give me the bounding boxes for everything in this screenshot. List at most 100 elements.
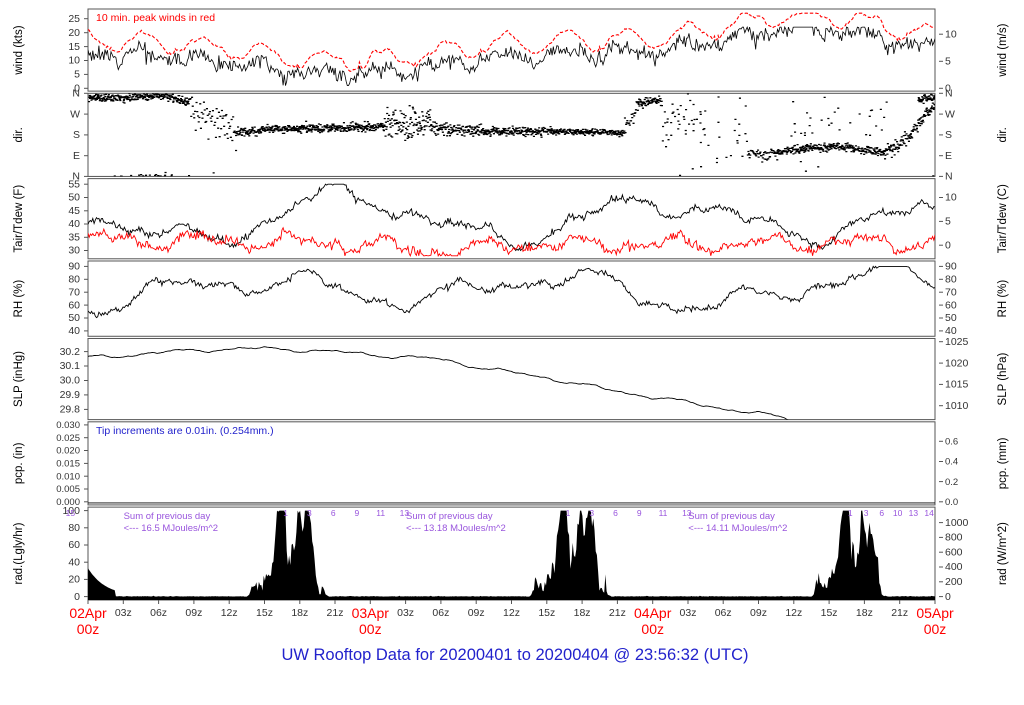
svg-text:00z: 00z bbox=[641, 621, 664, 637]
svg-text:11: 11 bbox=[376, 508, 385, 518]
svg-text:SLP (hPa): SLP (hPa) bbox=[997, 352, 1009, 405]
svg-text:S: S bbox=[945, 129, 952, 141]
svg-text:1015: 1015 bbox=[945, 379, 969, 391]
svg-text:<--- 16.5 MJoules/m^2: <--- 16.5 MJoules/m^2 bbox=[124, 523, 218, 534]
svg-text:1: 1 bbox=[848, 508, 853, 518]
svg-text:10: 10 bbox=[893, 508, 903, 518]
svg-text:80: 80 bbox=[945, 274, 957, 286]
svg-text:N: N bbox=[945, 88, 953, 100]
svg-text:09z: 09z bbox=[185, 607, 202, 619]
svg-text:30.0: 30.0 bbox=[60, 375, 81, 387]
svg-text:UW Rooftop Data for 20200401: UW Rooftop Data for 20200401 to 20200404… bbox=[281, 646, 748, 664]
svg-text:00z: 00z bbox=[77, 621, 100, 637]
svg-text:W: W bbox=[945, 108, 955, 120]
svg-text:00z: 00z bbox=[359, 621, 382, 637]
svg-text:pcp. (in): pcp. (in) bbox=[13, 442, 25, 484]
svg-text:1020: 1020 bbox=[945, 357, 969, 369]
svg-text:Sum of previous day: Sum of previous day bbox=[688, 511, 775, 522]
svg-text:21z: 21z bbox=[609, 607, 626, 619]
svg-text:Sum of previous day: Sum of previous day bbox=[406, 511, 493, 522]
svg-text:0.2: 0.2 bbox=[945, 477, 958, 488]
svg-text:60: 60 bbox=[68, 539, 80, 551]
svg-text:40: 40 bbox=[68, 218, 80, 230]
svg-text:0.015: 0.015 bbox=[56, 459, 80, 470]
svg-text:30.2: 30.2 bbox=[60, 346, 81, 358]
svg-text:Tair/Tdew (F): Tair/Tdew (F) bbox=[13, 185, 25, 253]
svg-text:3: 3 bbox=[589, 508, 594, 518]
svg-text:15z: 15z bbox=[256, 607, 273, 619]
svg-text:SLP (inHg): SLP (inHg) bbox=[13, 351, 25, 407]
svg-text:12z: 12z bbox=[503, 607, 520, 619]
svg-text:15: 15 bbox=[68, 41, 80, 53]
svg-text:20: 20 bbox=[68, 574, 80, 586]
svg-text:rad.(Lgly/hr): rad.(Lgly/hr) bbox=[13, 522, 25, 584]
svg-text:rad (W/m^2): rad (W/m^2) bbox=[997, 522, 1009, 585]
svg-text:90: 90 bbox=[945, 261, 957, 273]
svg-text:N: N bbox=[945, 171, 953, 183]
svg-text:21z: 21z bbox=[891, 607, 908, 619]
svg-text:<--- 14.11 MJoules/m^2: <--- 14.11 MJoules/m^2 bbox=[688, 523, 787, 534]
svg-text:Sum of previous day: Sum of previous day bbox=[124, 511, 211, 522]
svg-text:03z: 03z bbox=[680, 607, 697, 619]
svg-text:60: 60 bbox=[68, 299, 80, 311]
svg-text:80: 80 bbox=[68, 274, 80, 286]
svg-text:03z: 03z bbox=[115, 607, 132, 619]
svg-text:dir.: dir. bbox=[13, 127, 25, 142]
svg-text:40: 40 bbox=[68, 325, 80, 337]
svg-text:5: 5 bbox=[945, 216, 951, 228]
svg-text:S: S bbox=[73, 129, 80, 141]
svg-text:9: 9 bbox=[355, 508, 360, 518]
svg-text:0.030: 0.030 bbox=[56, 420, 80, 431]
svg-text:1000: 1000 bbox=[945, 517, 969, 529]
svg-text:W: W bbox=[70, 108, 80, 120]
svg-text:12z: 12z bbox=[221, 607, 238, 619]
svg-text:20: 20 bbox=[68, 27, 80, 39]
svg-text:80: 80 bbox=[68, 522, 80, 534]
svg-text:5: 5 bbox=[74, 69, 80, 81]
svg-text:0: 0 bbox=[945, 239, 951, 251]
svg-text:0.020: 0.020 bbox=[56, 446, 80, 457]
svg-text:15: 15 bbox=[66, 508, 76, 518]
svg-text:03Apr: 03Apr bbox=[352, 605, 390, 621]
svg-text:<--- 13.18 MJoules/m^2: <--- 13.18 MJoules/m^2 bbox=[406, 523, 506, 534]
svg-text:15z: 15z bbox=[821, 607, 838, 619]
svg-text:E: E bbox=[945, 150, 952, 162]
svg-text:0.4: 0.4 bbox=[945, 457, 958, 468]
svg-text:06z: 06z bbox=[432, 607, 449, 619]
svg-text:30.1: 30.1 bbox=[60, 360, 81, 372]
svg-text:18z: 18z bbox=[574, 607, 591, 619]
svg-text:30: 30 bbox=[68, 245, 80, 257]
svg-text:15z: 15z bbox=[538, 607, 555, 619]
svg-text:55: 55 bbox=[68, 178, 80, 190]
svg-text:RH (%): RH (%) bbox=[13, 280, 25, 318]
svg-text:0.6: 0.6 bbox=[945, 437, 958, 448]
svg-text:1: 1 bbox=[283, 508, 288, 518]
svg-text:09z: 09z bbox=[468, 607, 485, 619]
svg-text:0.0: 0.0 bbox=[945, 497, 958, 508]
svg-text:pcp. (mm): pcp. (mm) bbox=[997, 437, 1009, 489]
svg-text:25: 25 bbox=[68, 13, 80, 25]
svg-text:3: 3 bbox=[307, 508, 312, 518]
svg-text:10: 10 bbox=[945, 28, 957, 40]
svg-text:6: 6 bbox=[613, 508, 618, 518]
svg-text:35: 35 bbox=[68, 232, 80, 244]
svg-text:3: 3 bbox=[864, 508, 869, 518]
svg-text:wind (kts): wind (kts) bbox=[13, 25, 25, 75]
svg-text:90: 90 bbox=[68, 261, 80, 273]
svg-text:0: 0 bbox=[74, 591, 80, 603]
svg-text:12z: 12z bbox=[785, 607, 802, 619]
svg-text:6: 6 bbox=[879, 508, 884, 518]
svg-text:00z: 00z bbox=[924, 621, 947, 637]
svg-text:14: 14 bbox=[924, 508, 934, 518]
svg-text:5: 5 bbox=[945, 56, 951, 68]
svg-text:1010: 1010 bbox=[945, 400, 969, 412]
svg-text:200: 200 bbox=[945, 576, 963, 588]
svg-text:11: 11 bbox=[659, 508, 668, 518]
svg-text:50: 50 bbox=[68, 312, 80, 324]
svg-text:03z: 03z bbox=[397, 607, 414, 619]
svg-text:02Apr: 02Apr bbox=[69, 605, 107, 621]
svg-text:dir.: dir. bbox=[997, 127, 1009, 142]
svg-text:Tip increments are 0.01in. (0.: Tip increments are 0.01in. (0.254mm.) bbox=[96, 425, 274, 437]
svg-text:40: 40 bbox=[68, 556, 80, 568]
svg-text:13: 13 bbox=[400, 508, 410, 518]
